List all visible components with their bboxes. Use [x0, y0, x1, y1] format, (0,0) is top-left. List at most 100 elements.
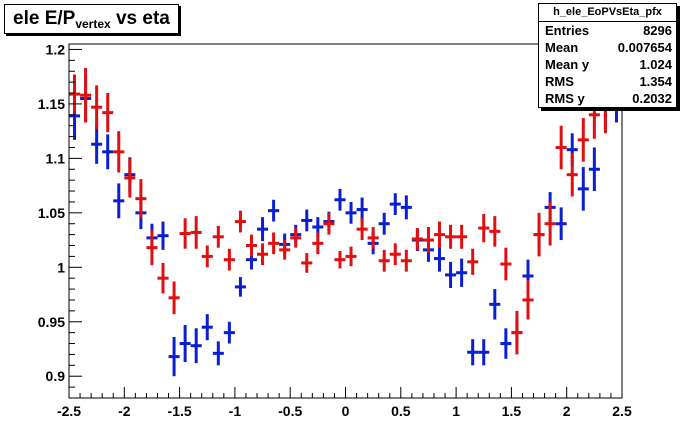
data-point [522, 280, 534, 320]
data-point [588, 147, 600, 192]
data-point [533, 212, 545, 257]
data-point [500, 247, 512, 281]
data-point [489, 289, 501, 320]
data-point [168, 337, 180, 377]
data-point [212, 225, 224, 248]
data-point [257, 217, 269, 242]
data-point [234, 277, 246, 297]
data-point [411, 228, 423, 250]
stats-key: Mean y [545, 57, 590, 72]
data-point [555, 125, 567, 170]
data-point [223, 248, 235, 271]
data-point [544, 201, 556, 246]
data-point [301, 253, 313, 273]
data-point [113, 131, 125, 173]
x-tick-label: -2.5 [57, 403, 81, 419]
stats-box: h_ele_EoPVsEta_pfx Entries 8296 Mean 0.007… [538, 3, 677, 108]
x-tick-label: 0.5 [391, 403, 411, 419]
data-point [113, 183, 125, 219]
data-point [201, 245, 213, 268]
data-point [190, 328, 202, 364]
stats-key: Entries [545, 23, 590, 38]
data-points [69, 67, 622, 377]
data-point [566, 152, 578, 197]
data-point [389, 193, 401, 216]
y-tick-label: 1 [57, 259, 65, 275]
data-point [146, 230, 158, 266]
y-tick-label: 0.95 [38, 314, 65, 330]
stats-histogram-name: h_ele_EoPVsEta_pfx [539, 4, 676, 22]
data-point [345, 246, 357, 267]
data-point [356, 197, 368, 222]
stats-key: Mean [545, 40, 579, 55]
data-point [168, 281, 180, 315]
stats-row-mean: Mean 0.007654 [539, 39, 676, 56]
data-point [478, 213, 490, 243]
x-tick-label: 1 [452, 403, 460, 419]
data-point [179, 325, 191, 363]
data-point [135, 179, 147, 219]
data-point [467, 339, 479, 366]
x-tick-label: 2 [563, 403, 571, 419]
stats-row-mean-y: Mean y 1.024 [539, 56, 676, 73]
stats-key: RMS y [545, 91, 585, 106]
data-point [367, 226, 379, 249]
data-point [378, 249, 390, 272]
data-point [400, 195, 412, 220]
x-tick-label: -1.5 [168, 403, 192, 419]
data-point [456, 258, 468, 287]
stats-row-rms: RMS 1.354 [539, 73, 676, 90]
data-point [323, 212, 335, 235]
data-point [234, 210, 246, 233]
data-point [433, 245, 446, 272]
data-point [312, 232, 324, 255]
stats-value: 0.007654 [617, 40, 672, 55]
data-point [124, 158, 136, 198]
data-point [268, 232, 280, 255]
data-point [478, 339, 490, 366]
title-main: ele E/P [13, 8, 76, 29]
data-point [445, 224, 457, 249]
data-point [223, 321, 235, 344]
stats-row-entries: Entries 8296 [539, 22, 676, 39]
x-tick-label: 2.5 [612, 403, 632, 419]
axes: -2.5 -2 -1.5 -1 -0.5 0 0.5 1 1.5 2 2.5 0.9 0.95 1 1.05… [38, 41, 632, 419]
data-point [378, 212, 390, 235]
data-point [179, 218, 191, 249]
data-point [290, 228, 302, 248]
data-point [245, 234, 258, 257]
stats-value: 1.024 [639, 57, 672, 72]
x-tick-label: -2 [118, 403, 131, 419]
data-point [279, 240, 291, 260]
data-point [445, 261, 457, 288]
data-point [577, 118, 589, 162]
data-point [190, 216, 202, 249]
stats-value: 0.2032 [632, 91, 672, 106]
data-point [555, 207, 567, 241]
data-point [268, 199, 280, 222]
data-point [201, 314, 213, 341]
data-point [511, 310, 523, 355]
data-point [489, 216, 501, 247]
data-point [577, 167, 589, 211]
data-point [345, 201, 357, 224]
x-tick-label: -0.5 [278, 403, 302, 419]
stats-value: 1.354 [639, 74, 672, 89]
data-point [334, 188, 346, 211]
y-tick-label: 0.9 [46, 368, 66, 384]
stats-row-rms-y: RMS y 0.2032 [539, 90, 676, 107]
y-tick-label: 1.1 [46, 150, 66, 166]
data-point [334, 250, 346, 269]
data-point [467, 248, 479, 275]
data-point [212, 341, 224, 366]
x-tick-label: -1 [229, 403, 242, 419]
title-subscript: vertex [75, 17, 111, 31]
data-point [80, 67, 92, 123]
stats-value: 8296 [643, 23, 672, 38]
data-point [301, 209, 313, 232]
y-tick-label: 1.2 [46, 41, 66, 57]
data-point [157, 221, 169, 250]
x-tick-label: 0 [342, 403, 350, 419]
data-point [356, 218, 368, 241]
